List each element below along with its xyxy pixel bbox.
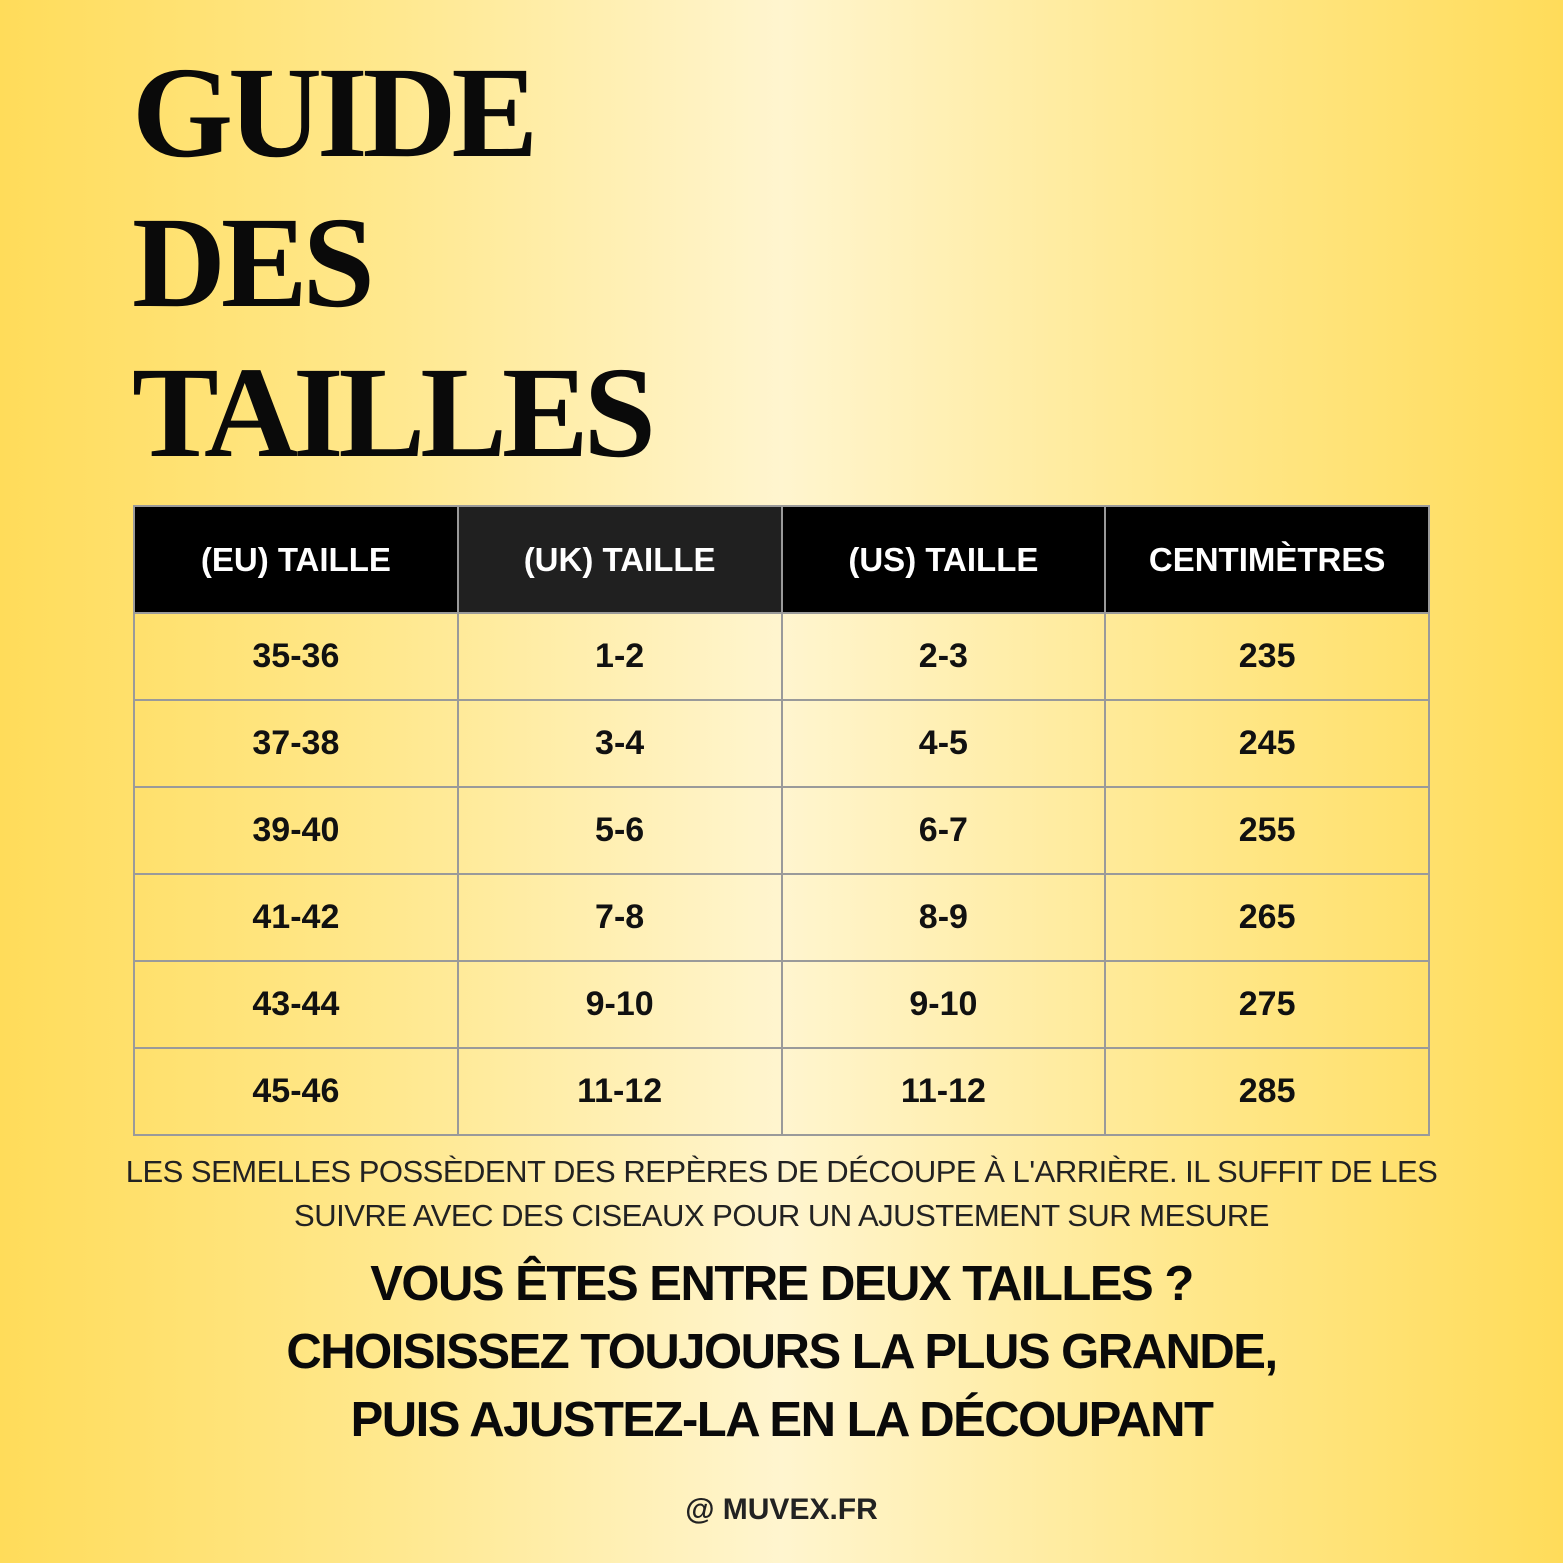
table-cell: 11-12 xyxy=(780,1047,1107,1136)
table-cell: 4-5 xyxy=(780,699,1107,788)
table-cell: 9-10 xyxy=(780,960,1107,1049)
header-eu: (EU) TAILLE xyxy=(133,505,459,614)
advice-line: VOUS ÊTES ENTRE DEUX TAILLES ? xyxy=(370,1257,1194,1311)
table-header-row: (EU) TAILLE (UK) TAILLE (US) TAILLE CENT… xyxy=(133,505,1430,614)
table-row: 41-42 7-8 8-9 265 xyxy=(133,873,1430,962)
caption-line: SUIVRE AVEC DES CISEAUX POUR UN AJUSTEME… xyxy=(294,1198,1269,1233)
header-cm: CENTIMÈTRES xyxy=(1104,505,1430,614)
size-table: (EU) TAILLE (UK) TAILLE (US) TAILLE CENT… xyxy=(133,505,1430,1136)
caption-line: LES SEMELLES POSSÈDENT DES REPÈRES DE DÉ… xyxy=(125,1154,1438,1189)
table-cell: 39-40 xyxy=(133,786,459,875)
table-cell: 245 xyxy=(1104,699,1430,788)
table-cell: 265 xyxy=(1104,873,1430,962)
table-cell: 285 xyxy=(1104,1047,1430,1136)
table-cell: 275 xyxy=(1104,960,1430,1049)
table-cell: 7-8 xyxy=(456,873,783,962)
table-cell: 11-12 xyxy=(456,1047,783,1136)
cutting-note: LES SEMELLES POSSÈDENT DES REPÈRES DE DÉ… xyxy=(0,1150,1563,1238)
table-cell: 6-7 xyxy=(780,786,1107,875)
advice-line: CHOISISSEZ TOUJOURS LA PLUS GRANDE, xyxy=(286,1325,1278,1379)
table-cell: 3-4 xyxy=(456,699,783,788)
table-row: 35-36 1-2 2-3 235 xyxy=(133,612,1430,701)
table-cell: 9-10 xyxy=(456,960,783,1049)
table-cell: 5-6 xyxy=(456,786,783,875)
size-advice: VOUS ÊTES ENTRE DEUX TAILLES ? CHOISISSE… xyxy=(0,1250,1563,1454)
table-cell: 45-46 xyxy=(133,1047,459,1136)
table-cell: 235 xyxy=(1104,612,1430,701)
header-us: (US) TAILLE xyxy=(780,505,1107,614)
title-line: TAILLES xyxy=(132,341,656,485)
table-row: 43-44 9-10 9-10 275 xyxy=(133,960,1430,1049)
title-line: GUIDE xyxy=(132,41,538,185)
table-cell: 255 xyxy=(1104,786,1430,875)
table-cell: 37-38 xyxy=(133,699,459,788)
table-cell: 1-2 xyxy=(456,612,783,701)
title-line: DES xyxy=(132,191,375,335)
brand-handle: @ MUVEX.FR xyxy=(685,1493,878,1526)
table-cell: 8-9 xyxy=(780,873,1107,962)
table-row: 37-38 3-4 4-5 245 xyxy=(133,699,1430,788)
table-cell: 2-3 xyxy=(780,612,1107,701)
table-cell: 41-42 xyxy=(133,873,459,962)
table-row: 39-40 5-6 6-7 255 xyxy=(133,786,1430,875)
page-title: GUIDE DES TAILLES xyxy=(132,38,656,488)
header-uk: (UK) TAILLE xyxy=(456,505,783,614)
table-row: 45-46 11-12 11-12 285 xyxy=(133,1047,1430,1136)
table-cell: 43-44 xyxy=(133,960,459,1049)
advice-line: PUIS AJUSTEZ-LA EN LA DÉCOUPANT xyxy=(350,1393,1214,1447)
table-cell: 35-36 xyxy=(133,612,459,701)
